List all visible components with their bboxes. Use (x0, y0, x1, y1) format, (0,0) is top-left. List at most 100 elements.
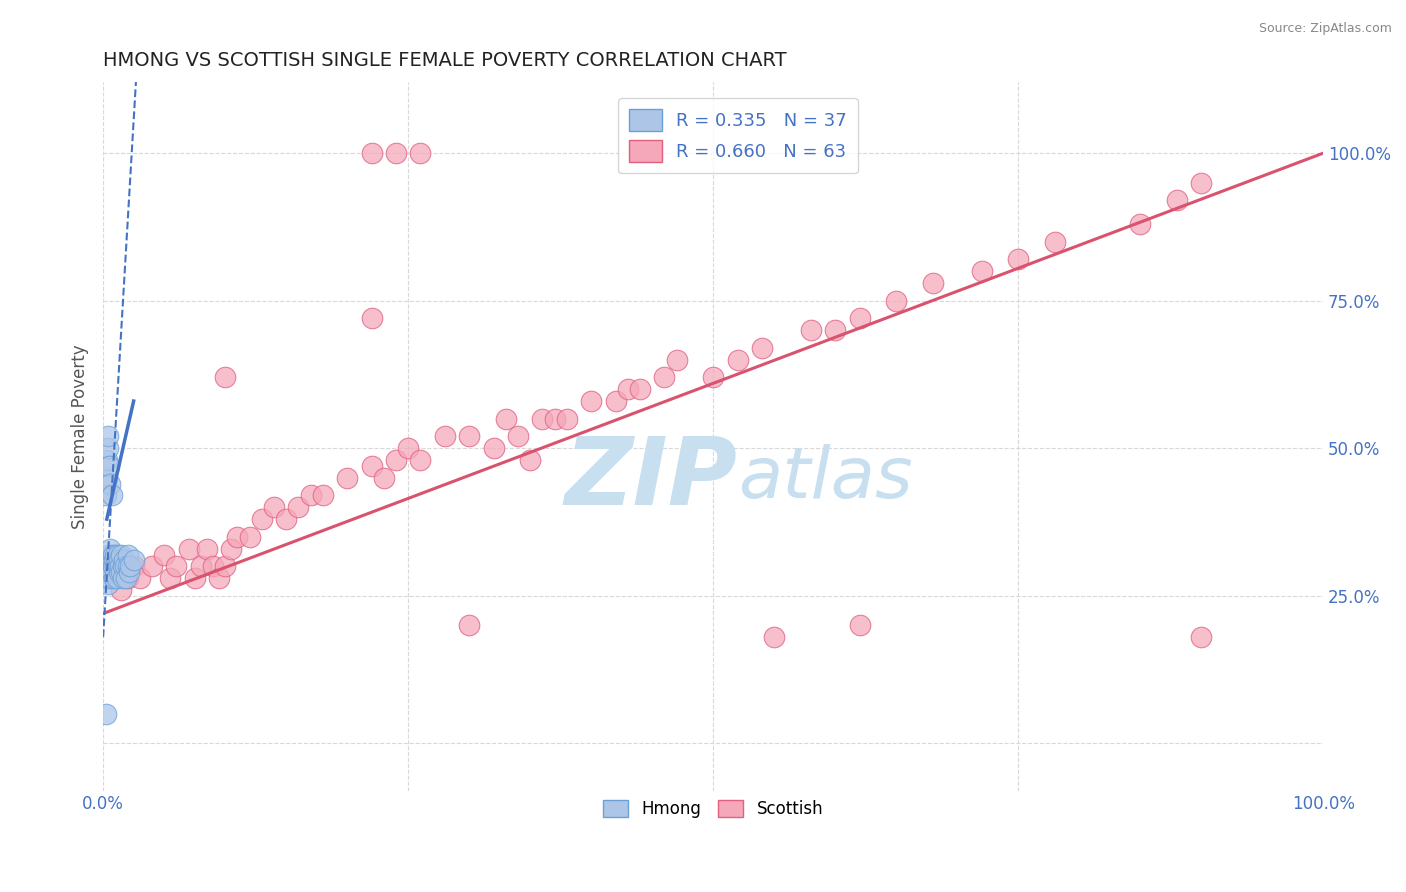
Point (543, 411, 565, 425)
Point (100, 566, 122, 580)
Text: atlas: atlas (738, 444, 912, 514)
Point (214, 370, 236, 384)
Point (104, 548, 127, 562)
Point (190, 559, 212, 574)
Point (360, 311, 382, 326)
Point (1129, 217, 1152, 231)
Point (396, 442, 419, 456)
Point (238, 530, 260, 544)
Point (98, 548, 121, 562)
Point (287, 500, 309, 515)
Point (105, 571, 128, 585)
Point (605, 394, 627, 409)
Point (118, 566, 141, 580)
Point (104, 559, 127, 574)
Point (299, 488, 322, 502)
Point (101, 548, 124, 562)
Point (101, 559, 124, 574)
Point (1189, 176, 1212, 190)
Point (111, 559, 134, 574)
Point (848, 618, 870, 632)
Point (800, 323, 823, 337)
Point (702, 370, 724, 384)
Point (159, 571, 181, 585)
Point (250, 512, 273, 526)
Point (96, 453, 118, 467)
Point (921, 276, 943, 290)
Point (98, 458, 121, 473)
Point (100, 553, 122, 567)
Point (104, 571, 127, 585)
Point (824, 323, 846, 337)
Point (105, 553, 128, 567)
Point (108, 553, 131, 567)
Point (100, 488, 122, 502)
Point (98, 553, 121, 567)
Point (506, 429, 529, 443)
Point (531, 411, 554, 425)
Point (94, 706, 117, 721)
Point (97, 577, 120, 591)
Point (263, 500, 285, 515)
Point (458, 429, 481, 443)
Point (884, 293, 907, 308)
Point (458, 618, 481, 632)
Point (107, 559, 129, 574)
Point (555, 411, 578, 425)
Point (1166, 194, 1188, 208)
Point (336, 471, 359, 485)
Point (360, 146, 382, 161)
Point (97, 429, 120, 443)
Point (183, 571, 205, 585)
Point (1189, 630, 1212, 644)
Point (98, 571, 121, 585)
Point (94, 488, 117, 502)
Point (110, 566, 132, 580)
Point (100, 559, 122, 574)
Point (385, 453, 408, 467)
Text: Source: ZipAtlas.com: Source: ZipAtlas.com (1258, 22, 1392, 36)
Point (848, 311, 870, 326)
Point (433, 429, 456, 443)
Point (312, 488, 335, 502)
Point (409, 146, 432, 161)
Point (98, 566, 121, 580)
Point (409, 453, 432, 467)
Point (110, 582, 132, 597)
Point (110, 548, 132, 562)
Point (763, 630, 786, 644)
Point (373, 471, 395, 485)
Point (118, 559, 141, 574)
Point (94, 571, 117, 585)
Point (117, 548, 139, 562)
Point (128, 571, 150, 585)
Point (122, 553, 145, 567)
Text: HMONG VS SCOTTISH SINGLE FEMALE POVERTY CORRELATION CHART: HMONG VS SCOTTISH SINGLE FEMALE POVERTY … (103, 51, 787, 70)
Point (628, 382, 651, 396)
Point (226, 530, 249, 544)
Point (751, 341, 773, 355)
Point (219, 541, 242, 556)
Point (165, 559, 187, 574)
Text: ZIP: ZIP (565, 433, 738, 525)
Point (652, 370, 675, 384)
Point (1043, 235, 1066, 249)
Point (115, 571, 138, 585)
Point (360, 458, 382, 473)
Legend: Hmong, Scottish: Hmong, Scottish (596, 793, 830, 825)
Point (97, 442, 120, 456)
Point (96, 559, 118, 574)
Point (208, 571, 231, 585)
Point (201, 559, 224, 574)
Point (122, 559, 145, 574)
Point (214, 559, 236, 574)
Point (616, 382, 638, 396)
Point (727, 352, 749, 367)
Point (276, 512, 298, 526)
Point (141, 559, 163, 574)
Point (665, 352, 688, 367)
Point (482, 442, 505, 456)
Point (177, 541, 200, 556)
Point (111, 571, 134, 585)
Point (385, 146, 408, 161)
